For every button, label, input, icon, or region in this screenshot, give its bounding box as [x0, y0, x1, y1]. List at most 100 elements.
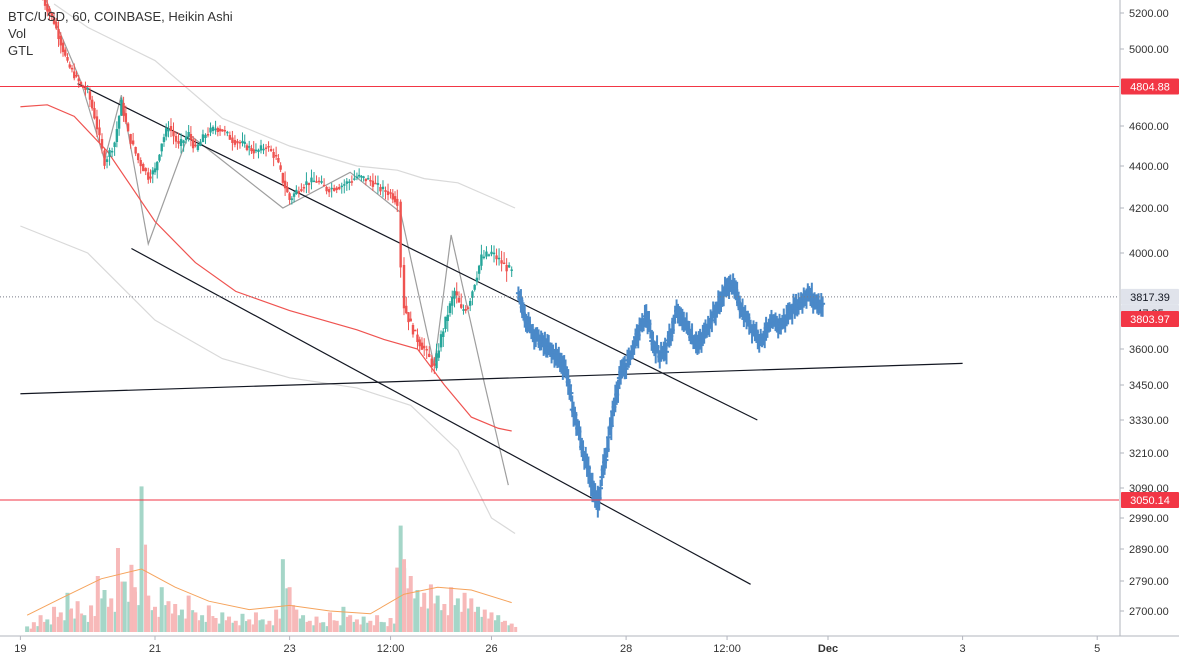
- candle-body: [238, 142, 242, 144]
- time-axis[interactable]: 19 21 23 12:00 26 28 12:00 Dec 3 5: [0, 635, 1179, 655]
- candle-body: [267, 146, 270, 148]
- candle-body: [482, 256, 486, 259]
- candle-body: [103, 150, 106, 166]
- candle-body: [475, 277, 479, 282]
- volume-bar: [393, 623, 397, 632]
- candle-body: [386, 191, 390, 196]
- candle-body: [428, 353, 431, 358]
- volume-bar: [352, 621, 356, 632]
- candle-body: [126, 123, 130, 132]
- candle-body: [466, 307, 470, 309]
- candle-body: [129, 134, 132, 144]
- candle-body: [405, 305, 408, 314]
- price-tick-label: 3210.00: [1129, 448, 1169, 460]
- price-tick-label: 2700.00: [1129, 606, 1169, 618]
- candle-body: [492, 252, 496, 255]
- volume-bar: [398, 525, 403, 632]
- volume-bar: [153, 606, 157, 632]
- candle-body: [64, 49, 67, 56]
- candle-body: [393, 196, 397, 203]
- volume-bar: [345, 616, 349, 632]
- trendline-2[interactable]: [131, 247, 751, 585]
- volume-bar: [298, 618, 302, 632]
- volume-bar: [38, 615, 43, 632]
- candle-body: [226, 131, 229, 134]
- volume-bar: [341, 606, 346, 632]
- candle-body: [433, 363, 436, 366]
- candle-body: [332, 188, 336, 191]
- time-tick-label: 23: [283, 643, 295, 655]
- volume-bar: [115, 548, 120, 632]
- candle-body: [497, 257, 501, 260]
- volume-bar: [381, 622, 386, 632]
- candle-body: [335, 187, 338, 190]
- candle-body: [366, 178, 370, 180]
- candle-body: [507, 265, 511, 268]
- trendline-3[interactable]: [20, 362, 963, 395]
- volume-bar: [267, 620, 272, 632]
- price-tick-label: 4000.00: [1129, 248, 1169, 260]
- candle-body: [399, 201, 402, 268]
- candle-body: [455, 291, 458, 296]
- candle-body: [279, 165, 282, 170]
- volume-bar: [294, 609, 299, 632]
- volume-bar: [307, 620, 312, 632]
- volume-bar: [150, 610, 154, 632]
- volume-bar: [102, 590, 107, 632]
- candle-body: [462, 309, 465, 311]
- candle-body: [286, 187, 289, 193]
- volume-bar: [489, 612, 494, 632]
- volume-bar: [500, 621, 504, 632]
- candle-body: [77, 78, 80, 82]
- upper-envelope-line: [53, 3, 516, 209]
- volume-bar: [482, 609, 487, 632]
- volume-bar: [227, 616, 232, 632]
- volume-bar: [58, 612, 63, 632]
- candle-body: [364, 178, 368, 182]
- candle-body: [95, 116, 99, 130]
- price-tick-label: 3330.00: [1129, 415, 1169, 427]
- candle-body: [259, 145, 263, 151]
- volume-bar: [265, 624, 269, 632]
- volume-bar: [238, 625, 242, 632]
- volume-bar: [204, 621, 208, 632]
- volume-bar: [487, 618, 491, 632]
- candle-body: [231, 137, 234, 143]
- candle-body: [113, 142, 116, 147]
- candle-body: [477, 265, 481, 274]
- volume-bar: [86, 621, 90, 632]
- candle-body: [357, 174, 361, 177]
- candle-body: [376, 183, 380, 185]
- volume-bar: [359, 624, 363, 632]
- candle-body: [124, 113, 128, 123]
- candle-body: [269, 149, 273, 152]
- symbol-title[interactable]: BTC/USD, 60, COINBASE, Heikin Ashi: [8, 9, 233, 24]
- volume-bar: [100, 598, 104, 632]
- price-tick-label: 3450.00: [1129, 380, 1169, 392]
- volume-bar: [93, 616, 97, 632]
- time-tick-label: Dec: [818, 643, 838, 655]
- volume-bar: [271, 625, 275, 632]
- candle-body: [194, 144, 197, 147]
- volume-bar: [314, 616, 319, 632]
- candle-body: [320, 181, 323, 183]
- volume-indicator-label[interactable]: Vol: [8, 26, 27, 41]
- volume-bar: [453, 605, 457, 632]
- volume-bar: [197, 620, 201, 632]
- candle-body: [139, 160, 142, 167]
- candle-body: [167, 129, 170, 132]
- candle-body: [277, 158, 280, 163]
- candle-body: [457, 297, 461, 303]
- volume-bar: [193, 612, 198, 632]
- gtl-indicator-label[interactable]: GTL: [8, 43, 34, 58]
- candle-body: [437, 350, 440, 358]
- volume-bar: [49, 624, 53, 632]
- candle-body: [353, 178, 356, 180]
- candle-body: [177, 141, 180, 144]
- volume-bar: [462, 592, 467, 632]
- volume-bar: [240, 613, 245, 632]
- candle-body: [460, 304, 463, 308]
